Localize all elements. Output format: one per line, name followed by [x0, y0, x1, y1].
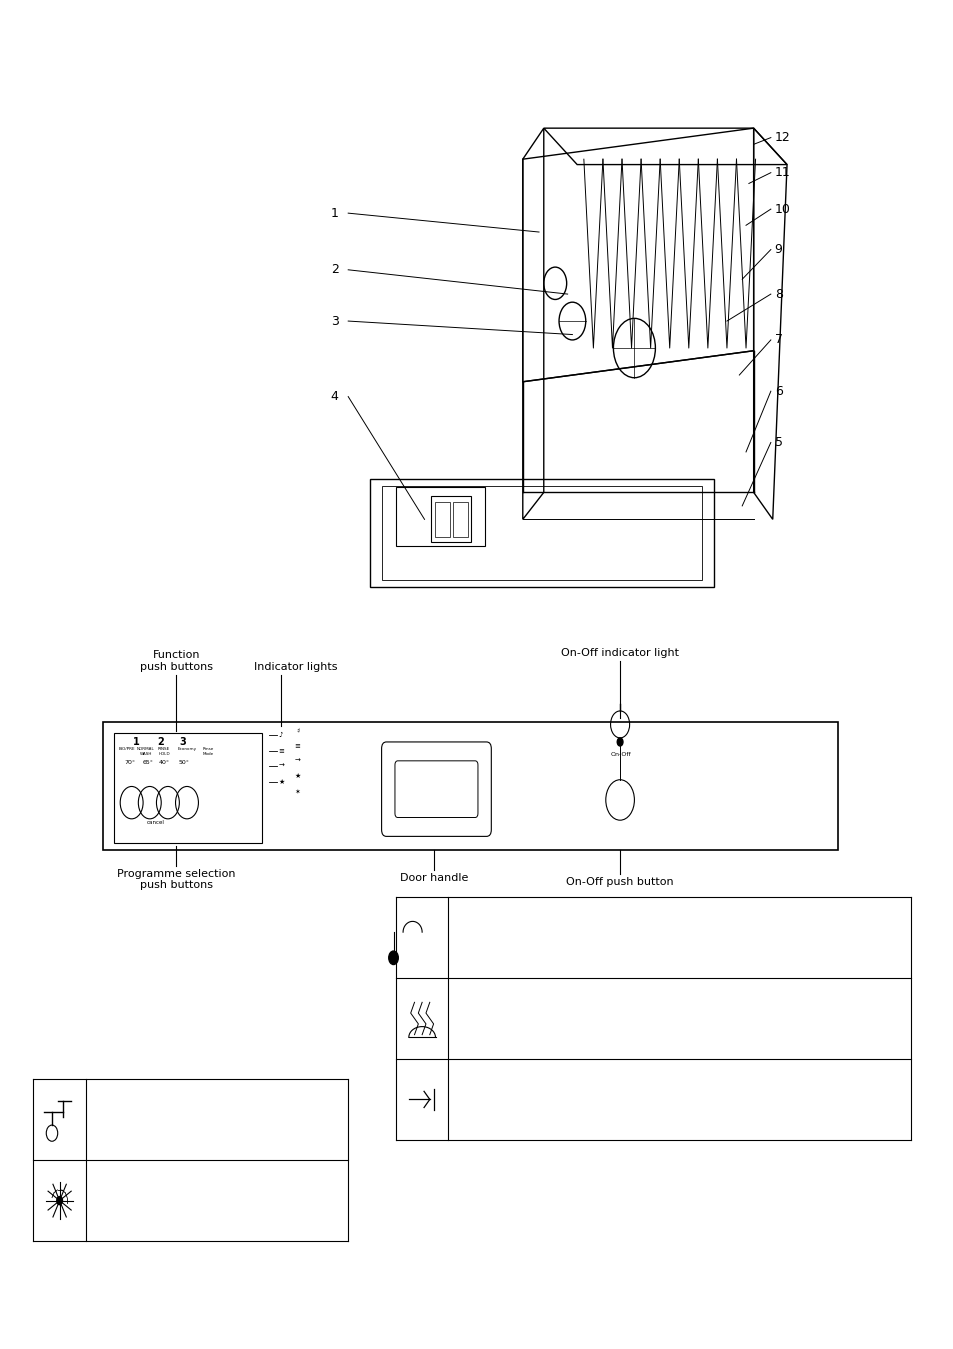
Text: →: →	[278, 764, 284, 769]
Text: ♪: ♪	[278, 733, 283, 738]
Text: Economy: Economy	[177, 747, 196, 751]
Bar	[103, 722, 837, 850]
Text: 1: 1	[132, 737, 140, 747]
Bar	[435, 502, 450, 537]
Text: 70°: 70°	[124, 759, 135, 765]
Text: ♯: ♯	[295, 728, 299, 734]
Bar	[114, 733, 262, 843]
Text: Door handle: Door handle	[399, 873, 468, 882]
Bar	[431, 496, 471, 542]
Text: RINSE
HOLD: RINSE HOLD	[158, 747, 170, 755]
Text: 50°: 50°	[178, 759, 190, 765]
Text: 40°: 40°	[158, 759, 170, 765]
Bar	[453, 502, 468, 537]
Text: 6: 6	[774, 384, 781, 398]
Text: 3: 3	[331, 314, 338, 328]
Text: 8: 8	[774, 287, 781, 301]
Text: 10: 10	[774, 202, 790, 216]
Text: ≡: ≡	[278, 749, 284, 754]
Text: 7: 7	[774, 333, 781, 347]
Text: On-Off: On-Off	[610, 751, 631, 757]
Circle shape	[389, 951, 397, 965]
Text: 4: 4	[331, 390, 338, 403]
Text: Rinse
Mode: Rinse Mode	[202, 747, 213, 755]
Text: NORMAL
WASH: NORMAL WASH	[137, 747, 154, 755]
Text: On-Off push button: On-Off push button	[566, 877, 673, 886]
Text: BIO/PRE: BIO/PRE	[118, 747, 135, 751]
Text: ★: ★	[294, 773, 300, 778]
Text: Function
push buttons: Function push buttons	[140, 650, 213, 672]
Circle shape	[56, 1197, 63, 1205]
Text: ≡: ≡	[294, 743, 300, 749]
Text: 11: 11	[774, 166, 790, 179]
Text: 12: 12	[774, 131, 790, 144]
Text: 65°: 65°	[142, 759, 153, 765]
Text: Programme selection
push buttons: Programme selection push buttons	[117, 869, 235, 890]
Text: 3: 3	[179, 737, 187, 747]
Text: →: →	[294, 758, 300, 764]
Text: 5: 5	[774, 436, 781, 449]
Text: 2: 2	[156, 737, 164, 747]
Text: 9: 9	[774, 243, 781, 256]
Text: On-Off indicator light: On-Off indicator light	[560, 649, 679, 658]
Text: Indicator lights: Indicator lights	[253, 662, 337, 672]
Circle shape	[617, 738, 622, 746]
Text: ✶: ✶	[294, 789, 300, 795]
Text: cancel: cancel	[147, 820, 164, 826]
Text: 1: 1	[331, 206, 338, 220]
Text: ★: ★	[278, 780, 285, 785]
Text: 2: 2	[331, 263, 338, 277]
